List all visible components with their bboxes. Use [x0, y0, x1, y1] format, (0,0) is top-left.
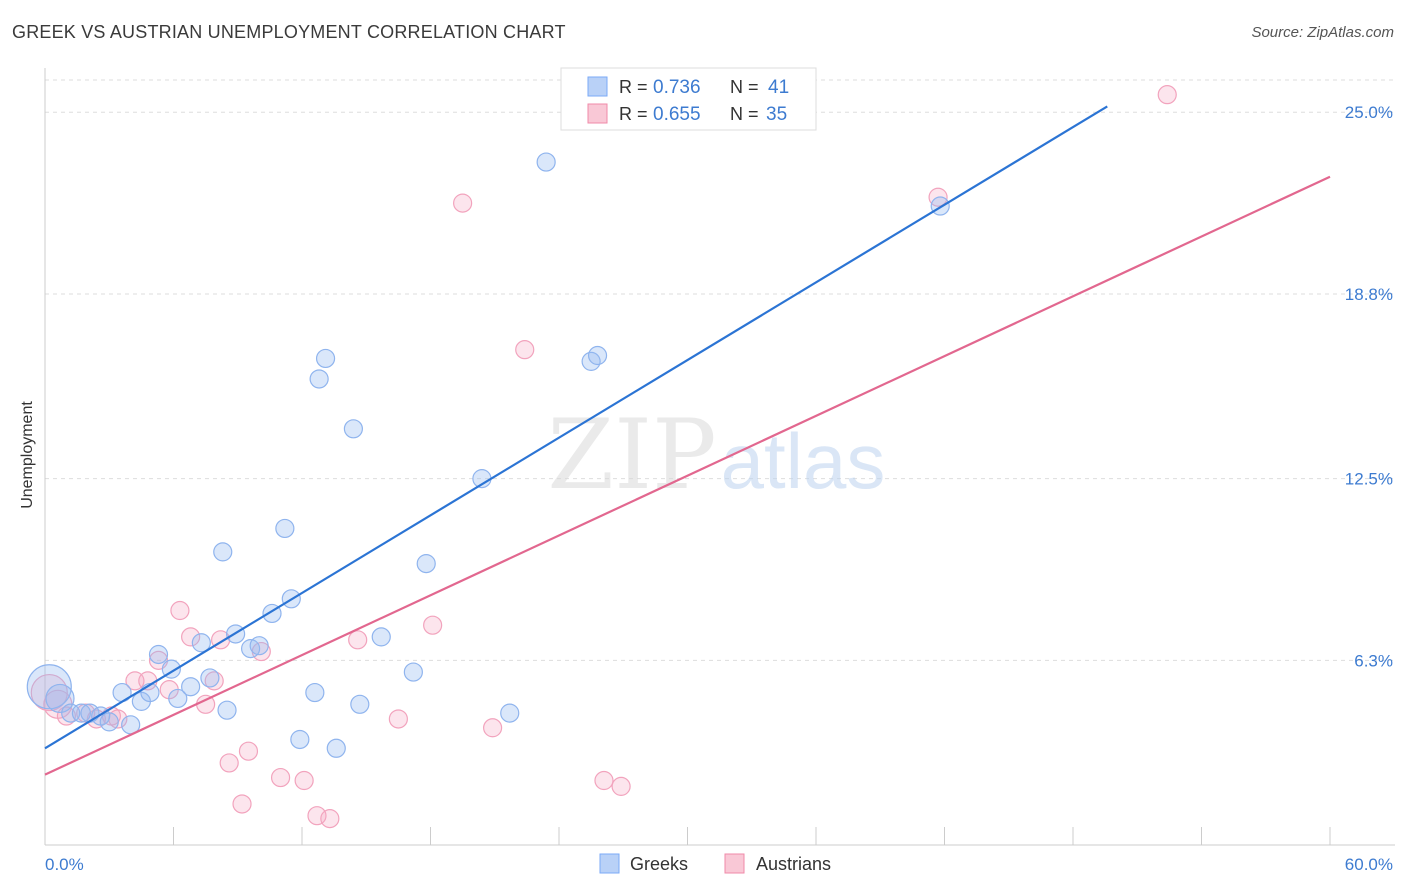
austrians-point [483, 718, 503, 738]
y-tick-label: 6.3% [1354, 651, 1393, 670]
greeks-point [26, 664, 72, 710]
austrians-point [423, 615, 443, 635]
greeks-point [99, 712, 119, 732]
austrians-point [453, 193, 473, 213]
austrians-point [1157, 85, 1177, 105]
austrians-n-label: N = [730, 104, 759, 124]
austrians-point [232, 794, 252, 814]
greeks-point [500, 703, 520, 723]
greeks-r-label: R = [619, 77, 648, 97]
greeks-point [305, 682, 325, 703]
austrians-point [388, 709, 408, 729]
austrians-point [348, 630, 368, 650]
austrians-legend-swatch [724, 853, 745, 874]
watermark-atlas: atlas [721, 417, 886, 505]
tick-labels: 6.3% 12.5% 18.8% 25.0% 0.0% 60.0% [45, 103, 1393, 874]
austrians-point [611, 776, 631, 796]
greeks-point [148, 644, 169, 665]
series-legend: Greeks Austrians [599, 853, 831, 874]
chart-title: GREEK VS AUSTRIAN UNEMPLOYMENT CORRELATI… [12, 22, 566, 42]
axes [44, 68, 1395, 846]
greeks-point [275, 518, 295, 539]
y-tick-label: 12.5% [1345, 470, 1393, 489]
stats-legend: R = 0.736 N = 41 R = 0.655 N = 35 [560, 67, 817, 131]
austrians-point [170, 600, 190, 621]
greeks-point [213, 542, 233, 562]
greeks-point [343, 419, 363, 439]
austrians-n-value: 35 [766, 104, 787, 125]
greeks-n-label: N = [730, 77, 759, 97]
austrians-point [238, 741, 259, 761]
data-points [26, 85, 1177, 829]
greeks-point [200, 668, 220, 688]
y-tick-label: 18.8% [1345, 285, 1393, 304]
x-tick-label: 60.0% [1345, 855, 1393, 874]
austrians-stats-swatch [587, 103, 608, 124]
greeks-point [217, 700, 237, 720]
greeks-point [416, 554, 436, 574]
austrians-point [515, 340, 535, 360]
austrians-point [320, 809, 340, 829]
greeks-point [403, 662, 423, 682]
greeks-stats-swatch [587, 76, 608, 97]
grid-lines [45, 79, 1395, 661]
austrians-trend-line [44, 175, 1331, 776]
greeks-point [61, 703, 81, 723]
source-credit: Source: ZipAtlas.com [1251, 24, 1394, 41]
greeks-point [168, 688, 188, 709]
trend-lines [44, 105, 1331, 776]
greeks-point [536, 152, 556, 172]
greeks-point [140, 682, 160, 703]
x-tick-label: 0.0% [45, 855, 84, 874]
y-tick-label: 25.0% [1345, 103, 1393, 122]
watermark-zip: ZIP [547, 399, 716, 511]
austrians-point [594, 770, 614, 791]
greeks-point [350, 694, 370, 714]
austrians-r-label: R = [619, 104, 648, 124]
austrians-point [181, 627, 201, 647]
austrians-r-value: 0.655 [653, 104, 701, 125]
austrians-legend-label: Austrians [756, 854, 831, 874]
greeks-n-value: 41 [768, 77, 789, 98]
greeks-point [326, 738, 346, 758]
greeks-point [309, 369, 329, 389]
austrians-point [76, 703, 96, 723]
greeks-point [315, 348, 336, 369]
austrians-point [294, 770, 314, 791]
greeks-point [371, 627, 391, 647]
greeks-point [191, 633, 211, 653]
greeks-legend-label: Greeks [630, 854, 688, 874]
greeks-trend-line [44, 105, 1108, 750]
greeks-point [181, 677, 201, 697]
greeks-point [587, 345, 608, 366]
greeks-point [249, 636, 269, 656]
austrians-point [270, 767, 291, 788]
greeks-r-value: 0.736 [653, 77, 701, 98]
greeks-legend-swatch [599, 853, 620, 874]
greeks-point [290, 729, 310, 750]
austrians-point [219, 753, 239, 773]
